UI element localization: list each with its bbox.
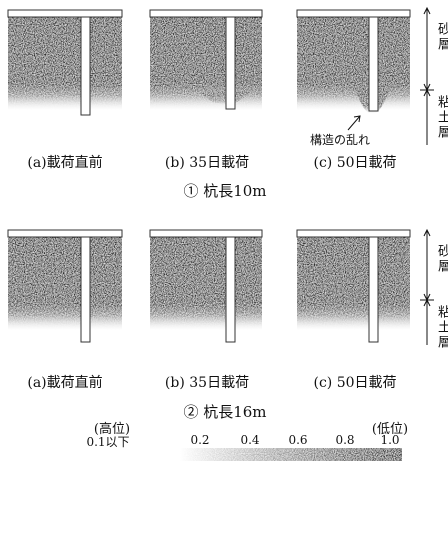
figure-graphics <box>0 0 448 553</box>
annotation: 構造の乱れ <box>310 131 370 148</box>
legend-tick: 0.1以下 <box>86 433 129 450</box>
caption: (c) 50日載荷 <box>313 372 396 392</box>
group-title: ① 杭長10m <box>183 180 266 201</box>
layer-label: 粘土層 <box>433 95 448 140</box>
caption: (a)載荷直前 <box>27 152 102 172</box>
caption: (b) 35日載荷 <box>165 372 249 392</box>
layer-label: 粘土層 <box>433 305 448 350</box>
legend-tick: 0.4 <box>240 433 259 447</box>
soil-images <box>8 10 410 348</box>
legend-tick: 1.0 <box>380 433 399 447</box>
legend-bar <box>180 448 402 461</box>
caption: (b) 35日載荷 <box>165 152 249 172</box>
layer-label: 砂層 <box>433 22 448 52</box>
legend-tick: 0.6 <box>288 433 307 447</box>
caption: (a)載荷直前 <box>27 372 102 392</box>
figure: 砂層 粘土層 砂層 粘土層 構造の乱れ (a)載荷直前 (b) 35日載荷 (c… <box>0 0 448 553</box>
layer-label: 砂層 <box>433 244 448 274</box>
legend-tick: 0.8 <box>335 433 354 447</box>
caption: (c) 50日載荷 <box>313 152 396 172</box>
legend-tick: 0.2 <box>190 433 209 447</box>
group-title: ② 杭長16m <box>183 401 266 422</box>
